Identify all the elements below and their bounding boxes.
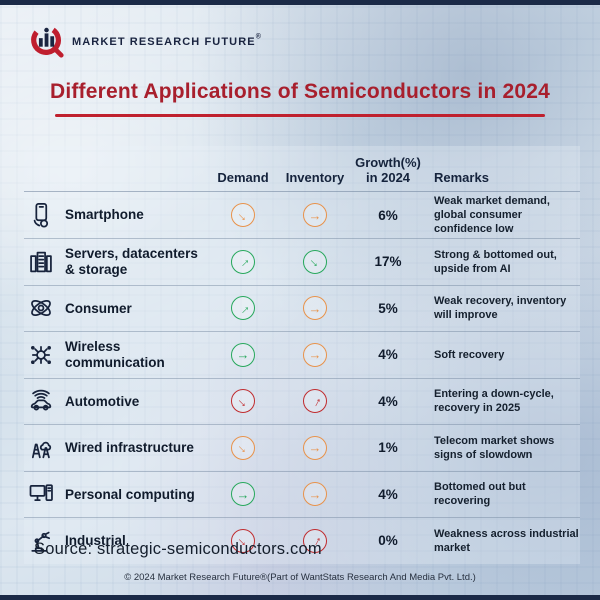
remarks-text: Weak market demand, global consumer conf… <box>434 195 550 236</box>
application-cell: Wireless communication <box>24 339 208 370</box>
inventory-trend-icon: → <box>303 203 327 228</box>
servers-icon <box>26 247 56 277</box>
application-label: Wired infrastructure <box>65 440 194 456</box>
table-row: Automotive → → 4% Entering a down-cycle,… <box>24 379 580 426</box>
demand-cell: → <box>208 249 278 274</box>
table-row: Industrial → → 0% Weakness across indust… <box>24 518 580 564</box>
header-demand: Demand <box>217 170 269 186</box>
table-row: Smartphone → → 6% Weak market demand, gl… <box>24 192 580 240</box>
application-cell: Automotive <box>24 386 208 416</box>
application-label: Servers, datacenters & storage <box>65 246 198 277</box>
brand-logo: MARKET RESEARCH FUTURE® <box>28 22 261 60</box>
application-cell: Servers, datacenters & storage <box>24 246 208 277</box>
wired-infrastructure-icon <box>26 433 56 463</box>
demand-trend-icon: → <box>231 528 255 553</box>
demand-cell: → <box>208 342 278 367</box>
table-row: Servers, datacenters & storage → → 17% S… <box>24 239 580 286</box>
header-growth: Growth(%) in 2024 <box>355 154 421 186</box>
demand-cell: → <box>208 296 278 321</box>
demand-trend-icon: → <box>231 342 255 367</box>
demand-trend-icon: → <box>231 482 255 507</box>
growth-value: 17% <box>374 254 402 270</box>
demand-trend-icon: → <box>231 296 255 321</box>
source-text: Source: strategic-semiconductors.com <box>34 540 322 558</box>
application-label: Wireless communication <box>65 339 165 370</box>
inventory-cell: → <box>278 296 352 321</box>
inventory-trend-icon: → <box>303 389 327 414</box>
application-cell: Smartphone <box>24 200 208 230</box>
inventory-cell: → <box>278 389 352 414</box>
growth-value: 4% <box>378 393 398 409</box>
remarks-text: Weak recovery, inventory will improve <box>434 295 567 322</box>
inventory-trend-icon: → <box>303 528 327 553</box>
demand-trend-icon: → <box>231 389 255 414</box>
inventory-cell: → <box>278 528 352 553</box>
inventory-cell: → <box>278 482 352 507</box>
demand-trend-icon: → <box>231 435 255 460</box>
remarks-text: Bottomed out but recovering <box>434 481 526 508</box>
applications-table: Demand Inventory Growth(%) in 2024 Remar… <box>24 146 580 564</box>
application-label: Industrial <box>65 533 126 549</box>
demand-cell: → <box>208 389 278 414</box>
table-body: Smartphone → → 6% Weak market demand, gl… <box>24 192 580 564</box>
growth-value: 5% <box>378 300 398 316</box>
page-title: Different Applications of Semiconductors… <box>49 80 551 103</box>
growth-value: 0% <box>378 533 398 549</box>
table-row: Consumer → → 5% Weak recovery, inventory… <box>24 286 580 333</box>
wireless-icon <box>26 340 56 370</box>
table-header-row: Demand Inventory Growth(%) in 2024 Remar… <box>24 146 580 192</box>
inventory-cell: → <box>278 435 352 460</box>
inventory-trend-icon: → <box>303 296 327 321</box>
demand-trend-icon: → <box>231 203 255 228</box>
demand-cell: → <box>208 482 278 507</box>
application-label: Consumer <box>65 300 132 316</box>
growth-value: 6% <box>378 207 398 223</box>
inventory-cell: → <box>278 342 352 367</box>
demand-cell: → <box>208 528 278 553</box>
inventory-trend-icon: → <box>303 249 327 274</box>
application-cell: Industrial <box>24 526 208 556</box>
demand-cell: → <box>208 435 278 460</box>
inventory-trend-icon: → <box>303 482 327 507</box>
inventory-trend-icon: → <box>303 342 327 367</box>
copyright-text: © 2024 Market Research Future®(Part of W… <box>124 572 476 583</box>
bottom-border <box>0 595 600 600</box>
application-label: Personal computing <box>65 486 195 502</box>
header-inventory: Inventory <box>285 170 345 186</box>
personal-computing-icon <box>26 479 56 509</box>
inventory-cell: → <box>278 249 352 274</box>
table-row: Wireless communication → → 4% Soft recov… <box>24 332 580 379</box>
remarks-text: Strong & bottomed out, upside from AI <box>434 248 557 275</box>
smartphone-icon <box>26 200 56 230</box>
inventory-cell: → <box>278 203 352 228</box>
header-remarks: Remarks <box>434 170 489 186</box>
demand-trend-icon: → <box>231 249 255 274</box>
remarks-text: Soft recovery <box>434 348 505 361</box>
growth-value: 1% <box>378 440 398 456</box>
demand-cell: → <box>208 203 278 228</box>
consumer-icon <box>26 293 56 323</box>
table-row: Wired infrastructure → → 1% Telecom mark… <box>24 425 580 472</box>
application-label: Smartphone <box>65 207 144 223</box>
remarks-text: Weakness across industrial market <box>434 527 579 554</box>
application-cell: Personal computing <box>24 479 208 509</box>
inventory-trend-icon: → <box>303 435 327 460</box>
automotive-icon <box>26 386 56 416</box>
industrial-icon <box>26 526 56 556</box>
remarks-text: Entering a down-cycle, recovery in 2025 <box>434 388 554 415</box>
application-label: Automotive <box>65 393 140 409</box>
market-research-future-logo-icon <box>31 25 64 58</box>
application-cell: Wired infrastructure <box>24 433 208 463</box>
brand-name: MARKET RESEARCH FUTURE® <box>72 33 261 48</box>
table-row: Personal computing → → 4% Bottomed out b… <box>24 472 580 519</box>
title-underline <box>55 114 545 117</box>
remarks-text: Telecom market shows signs of slowdown <box>434 434 555 461</box>
growth-value: 4% <box>378 347 398 363</box>
top-border <box>0 0 600 5</box>
application-cell: Consumer <box>24 293 208 323</box>
growth-value: 4% <box>378 486 398 502</box>
